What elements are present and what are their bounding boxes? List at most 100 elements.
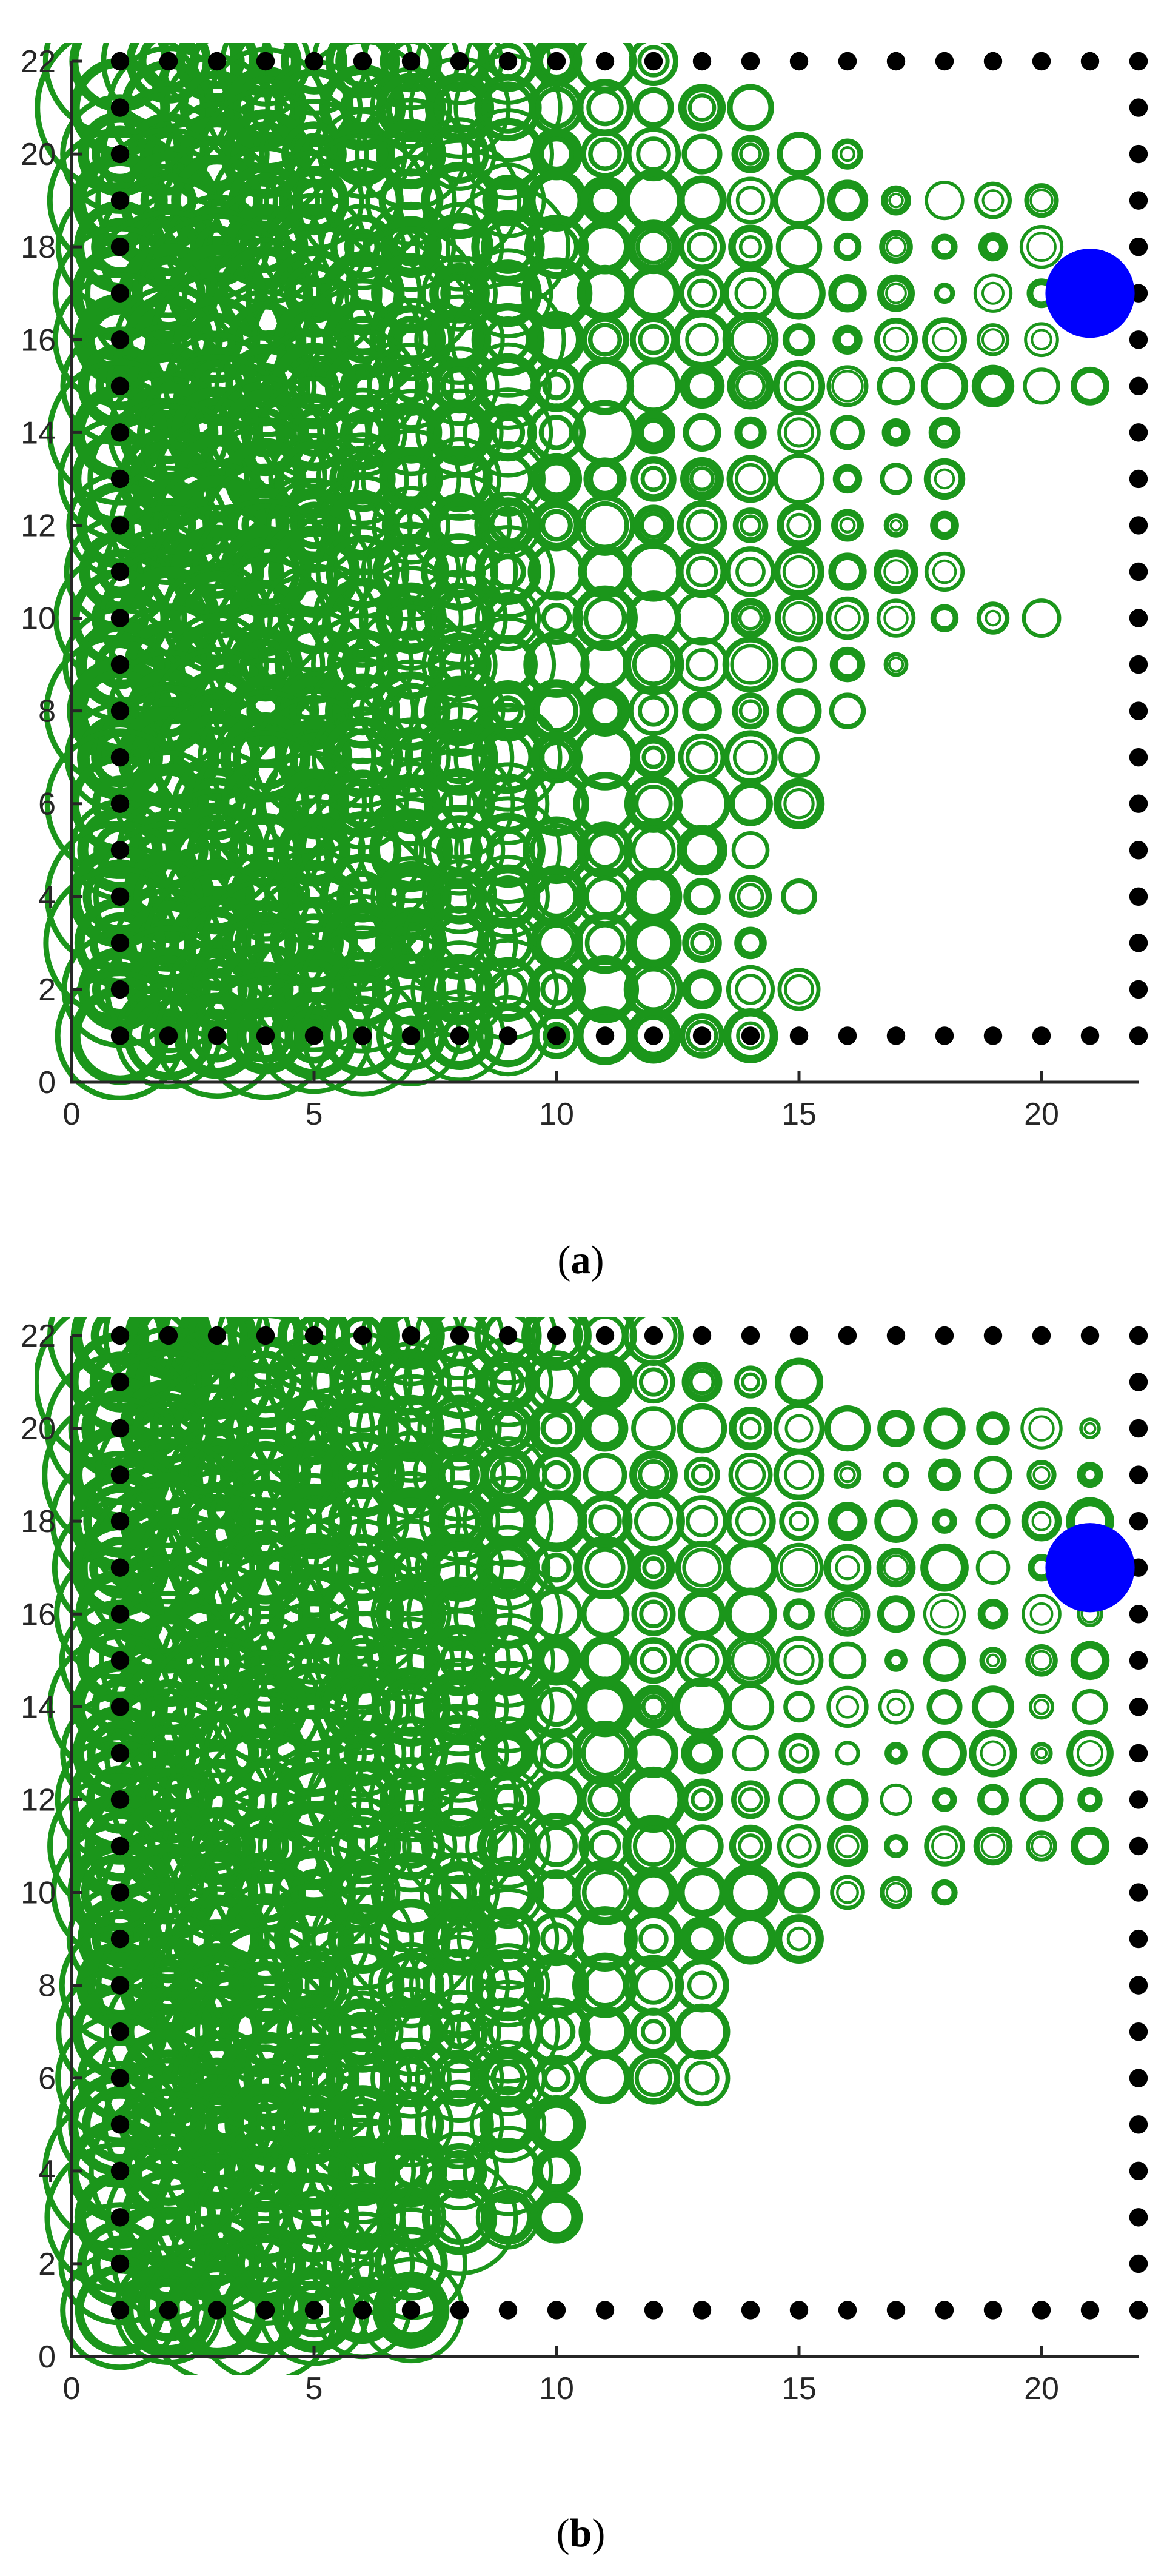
- explored-cell-ring: [921, 317, 968, 363]
- explored-cell-ring: [672, 1677, 732, 1737]
- explored-cell-ring: [823, 1544, 872, 1592]
- wall-dot: [838, 1326, 857, 1345]
- explored-cell-ring: [631, 1406, 676, 1451]
- explored-cell-ring: [683, 877, 721, 915]
- explored-cell-inner-ring: [1075, 1646, 1105, 1675]
- explored-cell-inner-ring: [885, 236, 907, 258]
- explored-cell-inner-ring: [686, 370, 718, 403]
- wall-dot: [110, 2254, 130, 2273]
- explored-cell-inner-ring: [631, 967, 676, 1012]
- explored-cell-inner-ring: [634, 1502, 674, 1541]
- explored-cell-outer-ring: [462, 1475, 554, 1567]
- wall-dot: [935, 1026, 954, 1045]
- explored-cell-ring: [877, 1595, 915, 1633]
- wall-dot: [1032, 1326, 1051, 1345]
- wall-dot: [1129, 1976, 1148, 1995]
- explored-cell-ring: [879, 230, 913, 264]
- explored-cell-inner-ring: [638, 1924, 669, 1954]
- explored-cell-inner-ring: [584, 1547, 626, 1588]
- explored-cell-inner-ring: [735, 370, 766, 401]
- explored-cell-ring: [682, 923, 722, 963]
- explored-cell-inner-ring: [530, 1317, 583, 1362]
- explored-cell-inner-ring: [641, 745, 666, 769]
- explored-cell-inner-ring: [735, 186, 766, 215]
- wall-dot: [207, 1326, 227, 1345]
- wall-dot: [256, 1026, 275, 1045]
- explored-cell-inner-ring: [584, 875, 626, 917]
- wall-dot: [110, 1511, 130, 1531]
- y-tick-label: 4: [38, 2154, 56, 2189]
- explored-cell-outer-ring: [415, 2033, 504, 2123]
- explored-cell-ring: [829, 646, 866, 683]
- wall-dot: [1129, 1929, 1148, 1949]
- explored-cell-outer-ring: [421, 858, 498, 934]
- explored-cell-outer-ring: [367, 343, 455, 430]
- explored-cell-ring: [680, 457, 724, 501]
- explored-cell-ring: [774, 1542, 824, 1593]
- explored-cell-inner-ring: [186, 1351, 248, 1413]
- wall-dot: [110, 1605, 130, 1624]
- explored-cell-ring: [923, 1593, 966, 1636]
- explored-cell-inner-ring: [134, 955, 203, 1024]
- explored-cell-ring: [421, 161, 498, 239]
- explored-cell-ring: [975, 1550, 1011, 1585]
- explored-cell-inner-ring: [835, 1555, 860, 1581]
- explored-cell-ring: [932, 1787, 957, 1812]
- explored-cell-outer-ring: [312, 568, 413, 668]
- explored-cell-outer-ring: [415, 202, 504, 292]
- explored-cell-inner-ring: [535, 2103, 578, 2147]
- explored-cell-ring: [722, 636, 779, 693]
- wall-dot: [110, 330, 130, 349]
- explored-cell-ring: [1030, 1742, 1053, 1765]
- explored-cell-ring: [1077, 1462, 1103, 1488]
- explored-cell-ring: [931, 1879, 958, 1906]
- wall-dot: [110, 1698, 130, 1716]
- wall-dot: [547, 2301, 566, 2320]
- explored-cell-ring: [774, 546, 824, 597]
- explored-cell-outer-ring: [463, 248, 553, 339]
- explored-cell-inner-ring: [481, 219, 535, 274]
- explored-cell-inner-ring: [886, 1697, 906, 1716]
- explored-cell-inner-ring: [734, 463, 767, 495]
- wall-dot: [159, 1026, 178, 1045]
- wall-dot: [207, 2301, 227, 2320]
- explored-cell-ring: [1022, 598, 1062, 638]
- wall-dot: [401, 2301, 421, 2320]
- explored-cell-ring: [876, 598, 916, 638]
- wall-dot: [1129, 887, 1148, 906]
- explored-cell-ring: [677, 825, 727, 876]
- explored-cell-ring: [326, 1317, 400, 1373]
- explored-cell-ring: [1019, 1778, 1064, 1822]
- explored-cell-ring: [579, 685, 631, 737]
- wall-dot: [1129, 1698, 1148, 1716]
- explored-cell-ring: [1024, 322, 1059, 358]
- wall-dot: [644, 2301, 663, 2320]
- explored-cell-ring: [880, 1876, 912, 1909]
- explored-cell-inner-ring: [632, 922, 675, 964]
- explored-cell-inner-ring: [289, 1960, 339, 2011]
- explored-cell-ring: [1071, 366, 1109, 406]
- x-tick-label: 0: [63, 1097, 81, 1132]
- wall-dot: [595, 52, 615, 71]
- explored-cell-ring: [175, 43, 259, 103]
- wall-dot: [110, 841, 130, 860]
- wall-dot: [1080, 1026, 1100, 1045]
- explored-cell-ring: [773, 1402, 825, 1454]
- explored-cell-outer-ring: [417, 437, 502, 521]
- wall-dot: [1129, 423, 1148, 442]
- explored-cell-inner-ring: [789, 1511, 809, 1532]
- wall-dot: [110, 2115, 130, 2134]
- explored-cell-ring: [625, 914, 682, 971]
- explored-cell-ring: [1077, 1787, 1103, 1813]
- explored-cell-ring: [631, 1685, 676, 1729]
- explored-cell-ring: [876, 1548, 916, 1588]
- explored-cell-inner-ring: [93, 823, 147, 877]
- explored-cell-outer-ring: [367, 1431, 455, 1519]
- explored-cell-inner-ring: [634, 785, 673, 823]
- explored-cell-ring: [778, 1779, 820, 1821]
- explored-cell-inner-ring: [689, 466, 715, 492]
- explored-cell-ring: [734, 1365, 767, 1399]
- wall-dot: [1129, 1651, 1148, 1670]
- explored-cell-ring: [779, 1501, 819, 1542]
